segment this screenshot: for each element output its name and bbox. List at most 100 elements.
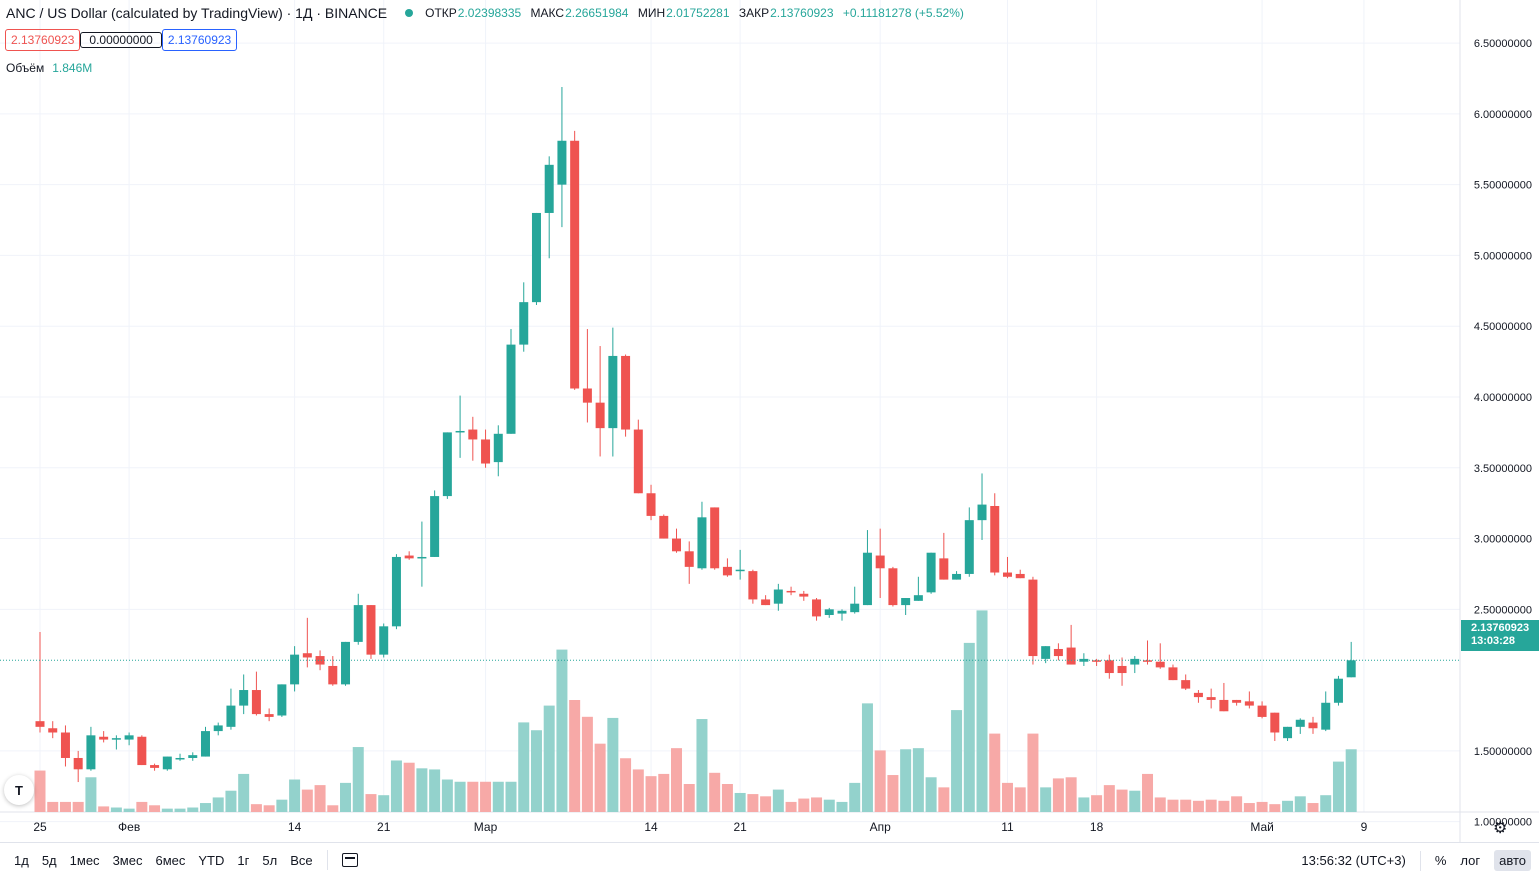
candle-body	[977, 504, 987, 521]
candle-body	[417, 556, 427, 559]
candle	[761, 595, 771, 606]
volume-bar	[1142, 773, 1154, 812]
candle	[481, 429, 491, 468]
candle-body	[353, 605, 363, 642]
volume-bar	[161, 808, 173, 812]
volume-bar	[1345, 749, 1357, 812]
candle-body	[111, 738, 121, 740]
volume-bar	[492, 781, 504, 812]
candle-body	[1181, 680, 1191, 689]
candle-body	[595, 402, 605, 429]
volume-label[interactable]: Объём	[6, 61, 45, 75]
candle	[99, 731, 109, 743]
tradingview-logo-icon[interactable]: T	[4, 775, 34, 805]
timeframe-ytd[interactable]: YTD	[198, 852, 225, 868]
candle	[137, 735, 147, 766]
time-tick-label: 18	[1090, 820, 1104, 834]
candle-body	[290, 654, 300, 685]
candle	[1143, 640, 1153, 665]
gear-icon[interactable]: ⚙	[1493, 820, 1508, 837]
candle	[468, 416, 478, 461]
volume-bar	[1294, 796, 1306, 812]
candle	[735, 549, 745, 580]
volume-bar	[989, 733, 1001, 812]
volume-bar	[581, 716, 593, 812]
volume-bar	[136, 801, 148, 812]
candle-body	[302, 653, 312, 658]
candle	[328, 656, 338, 686]
volume-bar	[1091, 795, 1103, 812]
time-tick-label: 14	[288, 820, 302, 834]
candle	[659, 514, 669, 539]
volume-bar	[1040, 787, 1052, 812]
candle	[913, 576, 923, 601]
sell-price-button[interactable]: 2.13760923	[5, 29, 81, 51]
close-value: 2.13760923	[770, 6, 834, 20]
price-axis-labels: 6.50000000 6.00000000 5.50000000 5.00000000…	[1474, 38, 1532, 829]
candle	[455, 395, 465, 458]
candle-body	[328, 665, 338, 685]
candle	[1333, 675, 1343, 706]
time-tick-label: Май	[1250, 820, 1274, 834]
volume-bar	[836, 801, 848, 812]
candle	[1117, 657, 1127, 686]
percent-scale-toggle[interactable]: %	[1434, 853, 1447, 868]
candle-body	[430, 496, 440, 557]
price-tick-label: 3.50000000	[1474, 463, 1532, 475]
candle	[366, 605, 376, 659]
volume-bar	[47, 801, 59, 812]
timeframe-6m[interactable]: 6мес	[155, 852, 186, 868]
volume-bar	[747, 794, 759, 812]
time-axis-labels: 25 Фев 14 21 Мар 14 21 Апр 11 18 Май 9	[33, 820, 1367, 834]
candle-body	[188, 755, 198, 758]
candle-body	[60, 732, 70, 758]
timeframe-3m[interactable]: 3мес	[112, 852, 143, 868]
price-tick-label: 5.00000000	[1474, 250, 1532, 262]
volume-bar	[887, 775, 899, 812]
volume-bar	[1256, 801, 1268, 812]
candle	[200, 726, 210, 757]
candle	[86, 726, 96, 771]
time-tick-label: Апр	[870, 820, 892, 834]
candle	[341, 641, 351, 686]
candle	[646, 484, 656, 521]
timeframe-5d[interactable]: 5д	[41, 852, 57, 868]
volume-bar	[505, 781, 517, 812]
clock-timezone[interactable]: 13:56:32 (UTC+3)	[1301, 853, 1406, 868]
candle	[888, 566, 898, 607]
price-tick-label: 1.00000000	[1474, 817, 1532, 829]
buy-price-button[interactable]: 2.13760923	[161, 29, 238, 51]
toolbar-divider	[326, 850, 328, 870]
candle-body	[1333, 678, 1343, 703]
candle	[621, 354, 631, 437]
timeframe-1m[interactable]: 1мес	[69, 852, 100, 868]
candle-body	[824, 609, 834, 616]
volume-bar	[709, 772, 721, 812]
volume-bar	[340, 782, 352, 812]
timeframe-1d[interactable]: 1д	[14, 852, 29, 868]
volume-bar	[912, 748, 924, 812]
symbol-title[interactable]: ANC / US Dollar (calculated by TradingVi…	[6, 5, 388, 21]
volume-bar	[72, 801, 84, 812]
auto-scale-toggle[interactable]: авто	[1494, 850, 1531, 871]
candle	[1015, 569, 1025, 579]
volume-bar	[632, 769, 644, 812]
candle	[150, 763, 160, 771]
candle-body	[812, 599, 822, 617]
candle	[264, 708, 274, 722]
candle	[213, 722, 223, 736]
volume-bar	[263, 805, 275, 812]
candle-body	[239, 690, 249, 706]
candle-body	[1028, 579, 1038, 657]
timeframe-1y[interactable]: 1г	[237, 852, 250, 868]
candle-body	[1321, 702, 1331, 730]
log-scale-toggle[interactable]: лог	[1460, 853, 1481, 868]
timeframe-all[interactable]: Все	[290, 852, 313, 868]
volume-bar	[900, 749, 912, 812]
open-label: ОТКР	[425, 6, 457, 20]
volume-bar	[861, 703, 873, 812]
candle-body	[251, 690, 261, 715]
calendar-range-icon[interactable]	[341, 853, 358, 867]
timeframe-5y[interactable]: 5л	[262, 852, 278, 868]
